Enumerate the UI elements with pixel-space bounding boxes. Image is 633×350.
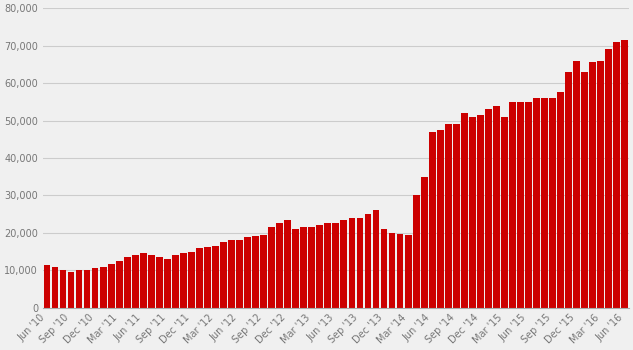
Bar (116, 261, 123, 308)
Bar (469, 117, 476, 308)
Bar (75, 270, 82, 308)
Bar (557, 92, 564, 308)
Bar (292, 229, 299, 308)
Bar (509, 102, 516, 308)
Bar (188, 252, 195, 308)
Bar (316, 225, 323, 308)
Bar (373, 210, 379, 308)
Bar (204, 247, 211, 308)
Bar (613, 42, 620, 308)
Bar (622, 40, 628, 308)
Bar (124, 257, 130, 308)
Bar (260, 235, 267, 308)
Bar (268, 227, 275, 308)
Bar (341, 220, 348, 308)
Bar (365, 214, 372, 308)
Bar (533, 98, 540, 308)
Bar (404, 235, 411, 308)
Bar (99, 267, 106, 308)
Bar (60, 270, 66, 308)
Bar (525, 102, 532, 308)
Bar (349, 218, 355, 308)
Bar (252, 236, 259, 308)
Bar (477, 115, 484, 308)
Bar (276, 224, 283, 308)
Bar (244, 237, 251, 308)
Bar (156, 257, 163, 308)
Bar (549, 98, 556, 308)
Bar (212, 246, 219, 308)
Bar (429, 132, 436, 308)
Bar (397, 233, 403, 308)
Bar (413, 195, 420, 308)
Bar (541, 98, 548, 308)
Bar (421, 177, 427, 308)
Bar (598, 61, 604, 308)
Bar (51, 267, 58, 308)
Bar (325, 224, 331, 308)
Bar (501, 117, 508, 308)
Bar (493, 106, 500, 308)
Bar (589, 62, 596, 308)
Bar (108, 264, 115, 308)
Bar (300, 227, 307, 308)
Bar (172, 255, 179, 308)
Bar (92, 268, 99, 308)
Bar (517, 102, 524, 308)
Bar (581, 72, 588, 308)
Bar (196, 248, 203, 308)
Bar (220, 242, 227, 308)
Bar (44, 265, 51, 308)
Bar (180, 253, 187, 308)
Bar (84, 270, 91, 308)
Bar (284, 220, 291, 308)
Bar (605, 49, 612, 308)
Bar (437, 130, 444, 308)
Bar (132, 254, 139, 308)
Bar (356, 218, 363, 308)
Bar (389, 233, 396, 308)
Bar (148, 255, 154, 308)
Bar (68, 272, 75, 308)
Bar (332, 224, 339, 308)
Bar (565, 72, 572, 308)
Bar (573, 61, 580, 308)
Bar (380, 229, 387, 308)
Bar (453, 124, 460, 308)
Bar (485, 109, 492, 308)
Bar (228, 240, 235, 308)
Bar (140, 253, 147, 308)
Bar (308, 227, 315, 308)
Bar (164, 259, 171, 308)
Bar (236, 240, 243, 308)
Bar (445, 124, 452, 308)
Bar (461, 113, 468, 308)
